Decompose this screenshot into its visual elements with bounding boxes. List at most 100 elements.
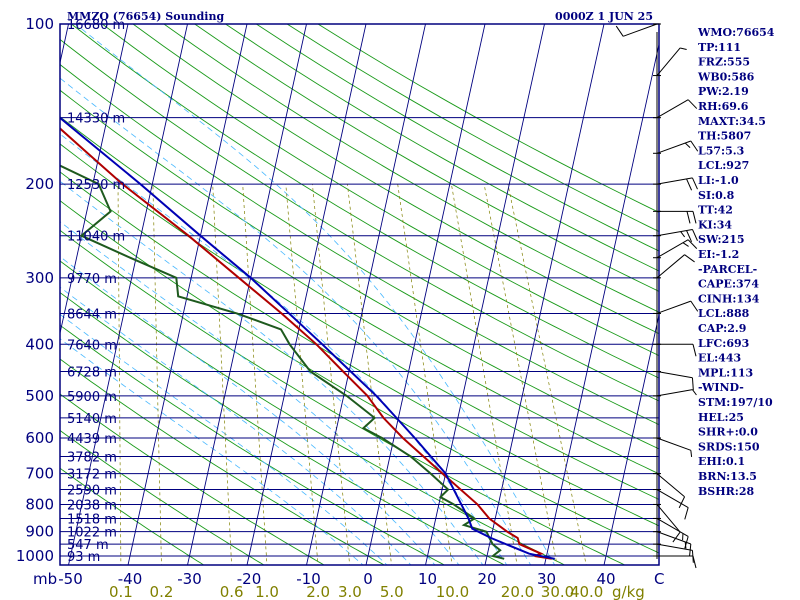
temperature-tick-label: -20 <box>237 570 262 588</box>
index-entry: TT:42 <box>698 204 733 217</box>
index-entry: -PARCEL- <box>698 263 757 276</box>
temperature-tick-label: 30 <box>537 570 556 588</box>
height-label: 7640 m <box>67 338 117 353</box>
wind-barb-flag <box>684 142 691 149</box>
height-label: 4439 m <box>67 432 117 447</box>
temperature-tick-label: 0 <box>363 570 373 588</box>
moist-adiabat <box>60 221 460 565</box>
index-entry: LCL:927 <box>698 159 749 172</box>
height-label: 9770 m <box>67 272 117 287</box>
moist-adiabat <box>60 77 532 565</box>
moist-adiabat <box>75 24 556 565</box>
wind-barb-staff <box>623 23 658 37</box>
wind-barb-flag <box>678 496 686 509</box>
index-entry: RH:69.6 <box>698 100 749 113</box>
height-label: 12530 m <box>67 178 125 193</box>
index-entry: SI:0.8 <box>698 189 735 202</box>
mixing-ratio-line <box>152 184 162 565</box>
dry-adiabat <box>193 24 659 292</box>
wind-barb-staff <box>656 489 689 508</box>
isotherm <box>60 24 129 336</box>
dry-adiabat <box>60 171 659 527</box>
y-axis-unit-label: mb <box>33 570 57 588</box>
index-entry: SRDS:150 <box>698 440 760 453</box>
isotherm <box>306 24 426 565</box>
dry-adiabat <box>132 24 659 335</box>
pressure-tick-labels: 100 200 300 400 500 600 700 800 900 1000 <box>16 15 54 565</box>
temperature-tick-label: -10 <box>296 570 321 588</box>
wind-barb-staff <box>656 228 693 237</box>
wind-barb-staff <box>656 254 685 279</box>
mixing-ratio-tick-label: 10.0 <box>436 583 469 600</box>
height-label: 16680 m <box>67 18 125 33</box>
index-entry: TP:111 <box>698 41 741 54</box>
height-label: 6728 m <box>67 366 117 381</box>
wind-barb-flag <box>692 555 697 569</box>
isotherm <box>60 24 69 65</box>
mixing-ratio-tick-label: 40.0 <box>570 583 603 600</box>
mixing-ratio-unit-label: g/kg <box>612 583 645 600</box>
wind-barb-flag <box>691 377 694 391</box>
dry-adiabat <box>60 89 659 450</box>
wind-barb-flag <box>690 300 699 312</box>
index-entry: BSHR:28 <box>698 485 754 498</box>
mixing-ratio-tick-label: 5.0 <box>380 583 404 600</box>
moist-adiabat <box>60 338 364 565</box>
dry-adiabat <box>60 116 659 475</box>
index-entry: FRZ:555 <box>698 56 750 69</box>
index-entry: WMO:76654 <box>697 26 775 39</box>
moist-adiabat <box>60 256 436 565</box>
station-title: MMZO (76654) Sounding <box>67 10 224 23</box>
mixing-ratio-line <box>242 184 268 565</box>
height-label: 3782 m <box>67 450 117 465</box>
dry-adiabat <box>60 393 325 565</box>
pressure-tick-label: 300 <box>25 269 54 287</box>
mixing-ratio-line <box>451 184 518 565</box>
mixing-ratio-line <box>347 184 392 565</box>
dry-adiabat <box>60 291 506 565</box>
wind-barb-flag <box>686 230 693 242</box>
index-entry: PW:2.19 <box>698 85 749 98</box>
mixing-ratio-tick-label: 1.0 <box>255 583 279 600</box>
wind-barb-staff <box>656 99 689 119</box>
index-entry: CAPE:374 <box>698 278 759 291</box>
pressure-tick-label: 800 <box>25 495 54 513</box>
isotherm <box>0 0 14 578</box>
mixing-ratio-tick-label: 20.0 <box>501 583 534 600</box>
wind-barb-flag <box>682 242 689 247</box>
wind-barb-flag <box>684 541 687 549</box>
pressure-tick-label: 900 <box>25 523 54 541</box>
height-label: 14330 m <box>67 112 125 127</box>
dry-adiabat <box>286 24 659 232</box>
wind-barb-flag <box>687 99 698 109</box>
temperature-tick-label: -40 <box>118 570 143 588</box>
temperature-tick-label: -30 <box>177 570 202 588</box>
temperature-profile <box>60 127 552 560</box>
mixing-ratio-line <box>285 184 319 565</box>
isotherm <box>544 42 659 565</box>
pressure-tick-label: 400 <box>25 335 54 353</box>
wind-barb-staff <box>656 177 693 185</box>
wind-barb-flag <box>692 344 697 357</box>
index-entry: EI:-1.2 <box>698 248 739 261</box>
pressure-tick-label: 100 <box>25 15 54 33</box>
index-entry: STM:197/10 <box>698 396 773 409</box>
index-entry: TH:5807 <box>698 130 751 143</box>
height-label: 2590 m <box>67 484 117 499</box>
wind-barb-flag <box>615 25 624 37</box>
wind-barb-flag <box>680 231 686 238</box>
mixing-ratio-tick-label: 3.0 <box>338 583 362 600</box>
index-entry: MAXT:34.5 <box>698 115 766 128</box>
dry-adiabat <box>60 467 205 565</box>
wind-barb-flag <box>684 507 689 520</box>
wind-barb-staff <box>656 140 691 154</box>
height-label: 1022 m <box>67 526 117 541</box>
wind-barb-staff <box>656 300 691 314</box>
mixing-ratio-tick-label: 0.2 <box>150 583 174 600</box>
dry-adiabat <box>60 260 566 565</box>
wind-barb-flag <box>691 177 698 190</box>
height-label: 93 m <box>67 550 100 565</box>
wind-barb-flag <box>672 531 681 543</box>
index-entry: CINH:134 <box>698 292 760 305</box>
